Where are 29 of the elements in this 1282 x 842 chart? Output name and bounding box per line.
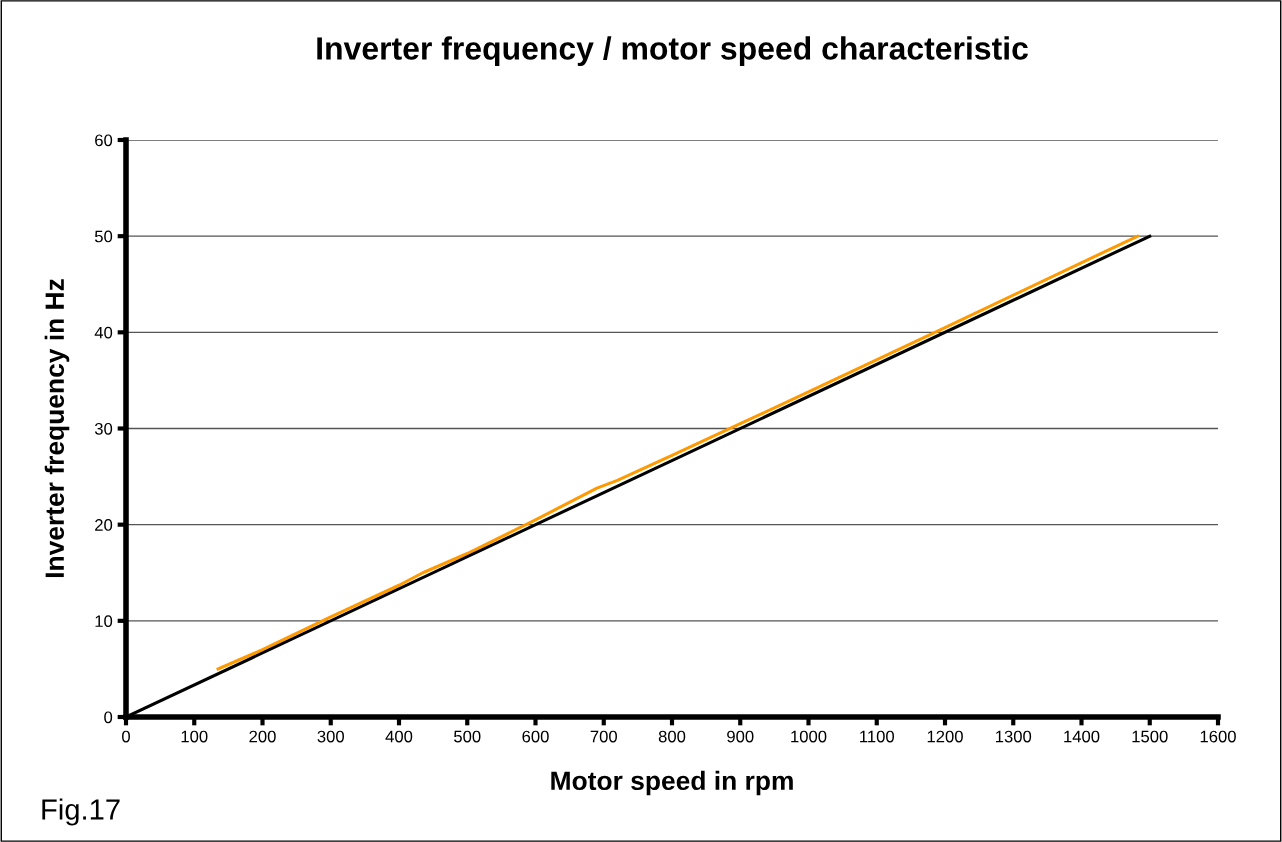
- y-tick-label: 50: [94, 230, 113, 243]
- x-axis-title: Motor speed in rpm: [551, 770, 793, 796]
- y-tick-label: 20: [95, 519, 113, 531]
- y-tick-label: 40: [94, 326, 113, 339]
- x-tick-label: 100: [181, 730, 208, 743]
- x-tick-label: 700: [590, 730, 617, 743]
- x-tick-label: 1100: [860, 730, 895, 743]
- x-tick-label: 900: [727, 730, 754, 743]
- x-tick-label: 600: [522, 730, 549, 743]
- x-tick-label: 800: [658, 730, 686, 743]
- y-tick-label: 10: [95, 615, 113, 628]
- x-tick-label: 1300: [995, 730, 1032, 743]
- y-axis-title: Inverter frequency in Hz: [44, 279, 70, 578]
- line-series: [216, 234, 1139, 671]
- y-tick-label: 30: [94, 422, 113, 435]
- chart-title: Inverter frequency / motor speed characteristic: [317, 36, 1028, 67]
- y-tick-label: 0: [104, 711, 113, 724]
- x-tick-label: 400: [385, 730, 413, 743]
- x-tick-label: 300: [317, 730, 344, 743]
- x-tick-label: 1200: [927, 730, 963, 743]
- x-tick-label: 1000: [791, 730, 827, 743]
- caption: Fig.17: [42, 798, 120, 826]
- y-tick-label: 60: [95, 134, 113, 147]
- x-tick-label: 200: [249, 730, 276, 743]
- x-tick-label: 1600: [1200, 730, 1236, 743]
- x-tick-label: 1500: [1132, 730, 1168, 743]
- x-tick-label: 1400: [1064, 730, 1100, 743]
- x-tick-label: 500: [454, 730, 481, 743]
- x-tick-label: 0: [122, 730, 130, 743]
